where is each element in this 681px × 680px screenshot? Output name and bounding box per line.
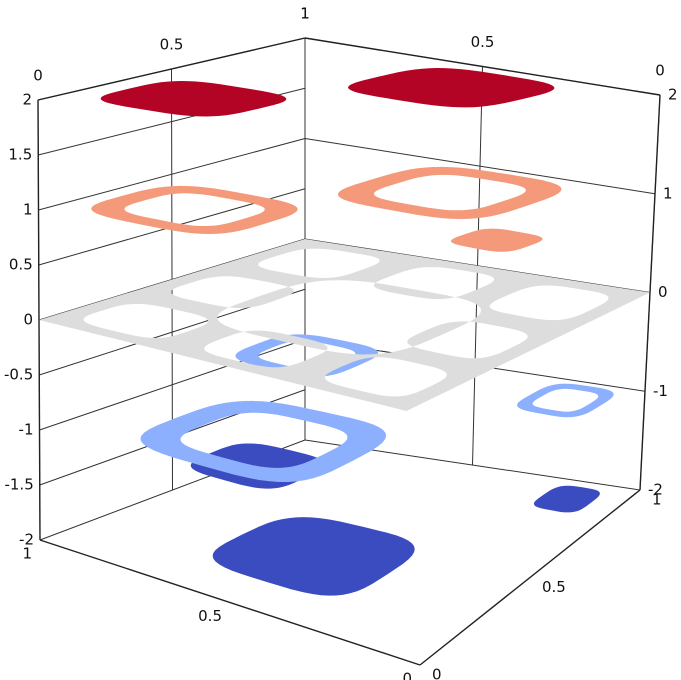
contour-level: [100, 81, 287, 117]
z2-tick-label: -1: [653, 382, 668, 400]
contour-level: [140, 400, 387, 482]
z-tick-label: 1.5: [8, 146, 32, 164]
y-tick-label: 1: [300, 5, 310, 23]
z2-tick-label: 1: [663, 184, 673, 202]
y-tick-label: 0: [33, 67, 43, 85]
contour-level: [39, 239, 650, 411]
box-edge: [304, 37, 661, 96]
x-tick-label: 1: [300, 5, 310, 23]
x-tick-label: 0: [655, 62, 665, 80]
x-tick-label: 0.5: [471, 33, 495, 51]
box-edge: [419, 489, 641, 666]
contour-level: [337, 166, 562, 219]
z-tick-label: -1: [19, 421, 34, 439]
z-tick-label: 0.5: [9, 256, 33, 274]
y-tick-label: 0.5: [160, 36, 184, 54]
z-tick-label: 0: [23, 311, 33, 329]
x-tick-label: 0: [402, 670, 412, 680]
z-tick-label: 2: [22, 91, 32, 109]
contour-level: [451, 228, 543, 252]
x-tick-label: 0.5: [198, 607, 222, 625]
z2-tick-label: 0: [658, 283, 668, 301]
z2-tick-label: 2: [668, 86, 678, 104]
y-tick-label: 0: [432, 666, 442, 680]
box-edge: [37, 37, 306, 101]
contour-level: [212, 517, 415, 596]
z-tick-label: -1.5: [4, 476, 33, 494]
contour-level: [533, 485, 600, 513]
y-tick-label: 0.5: [542, 578, 566, 596]
y-tick-label: 1: [652, 491, 662, 509]
contour-level: [348, 68, 555, 108]
z-tick-label: 1: [23, 201, 33, 219]
z-tick-label: -0.5: [4, 366, 33, 384]
contour-level: [91, 185, 298, 234]
z-tick-label: -2: [19, 531, 34, 549]
contour-level: [517, 383, 614, 418]
z2-tick-label: -2: [648, 481, 663, 499]
x-tick-label: 1: [22, 545, 32, 563]
box-edge: [39, 539, 421, 666]
